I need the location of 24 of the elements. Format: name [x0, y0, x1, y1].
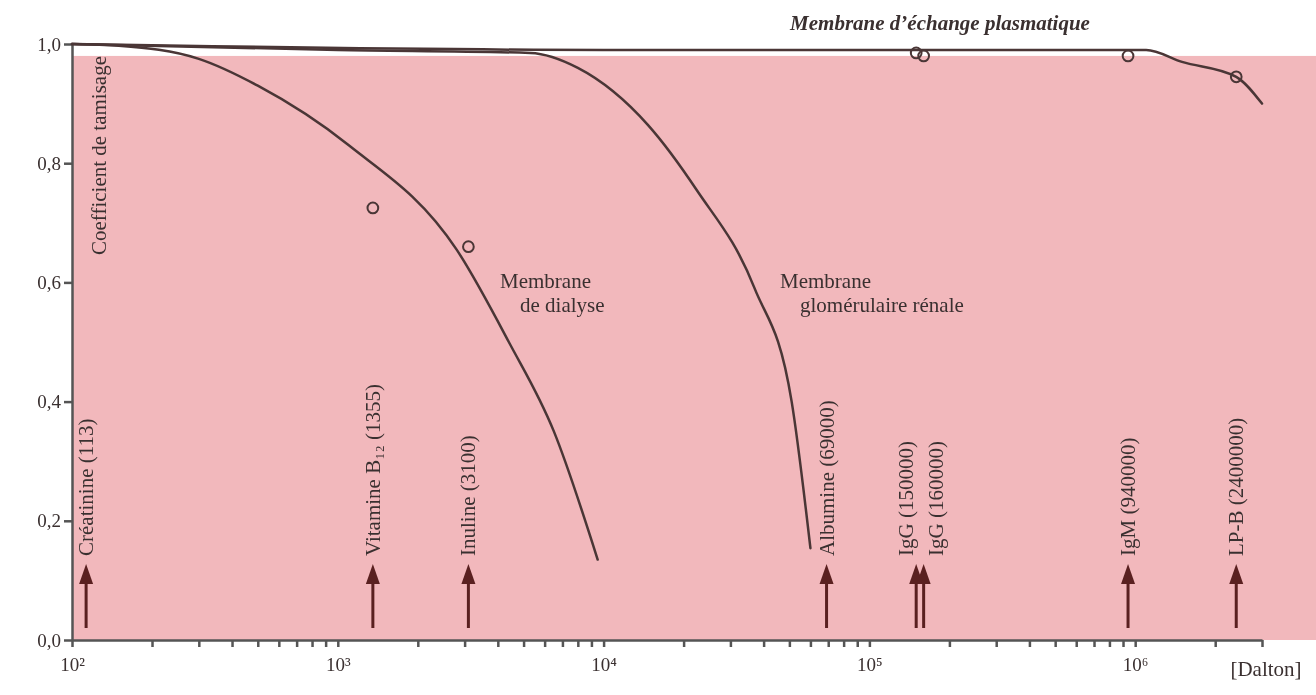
ref-line-label: IgM (940000) — [1116, 437, 1141, 556]
ref-line-label: LP-B (2400000) — [1224, 417, 1249, 556]
series-label: Membrane glomérulaire rénale — [780, 269, 964, 318]
x-tick-label: 10⁴ — [591, 653, 618, 675]
y-tick-label: 0,8 — [37, 152, 61, 174]
ref-line-label: Inuline (3100) — [456, 435, 481, 556]
x-tick-label: 10⁶ — [1122, 653, 1149, 675]
y-tick-label: 1,0 — [37, 33, 61, 55]
x-tick-label: 10³ — [325, 653, 351, 675]
x-tick-label: 10² — [60, 653, 86, 675]
series-label: Membrane d’échange plasmatique — [789, 11, 1090, 35]
y-tick-label: 0,4 — [37, 391, 62, 413]
ref-line-label: IgG (160000) — [923, 441, 948, 556]
ref-line-label: IgG (150000) — [894, 441, 919, 556]
ref-line-label: Albumine (69000) — [814, 400, 839, 556]
ref-line-label: Créatinine (113) — [74, 418, 99, 556]
y-axis-title: Coefficient de tamisage — [87, 56, 111, 256]
ref-line-label: Vitamine B₁₂ (1355) — [360, 383, 385, 556]
x-tick-label: 10⁵ — [857, 653, 883, 675]
y-tick-label: 0,2 — [37, 510, 61, 532]
x-axis-title: [Dalton] — [1230, 657, 1302, 681]
y-tick-label: 0,0 — [37, 629, 61, 651]
y-tick-label: 0,6 — [37, 271, 61, 293]
series-label: Membrane de dialyse — [500, 269, 605, 318]
